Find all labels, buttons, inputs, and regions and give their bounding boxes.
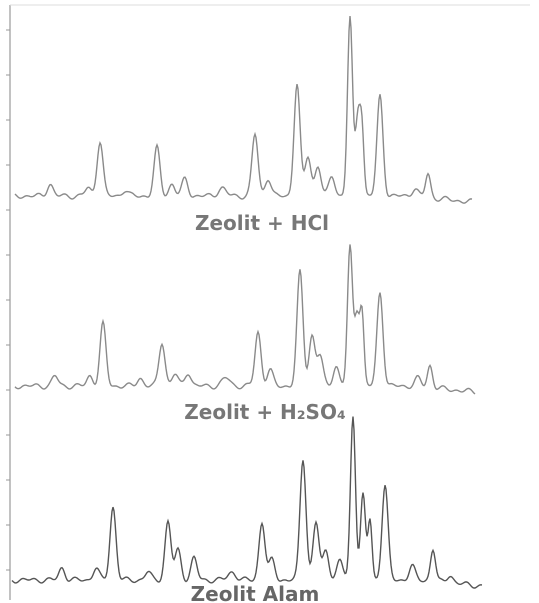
xrd-trace — [11, 416, 483, 589]
pattern-label: Zeolit + H₂SO₄ — [184, 400, 345, 424]
pattern-label: Zeolit + HCl — [195, 211, 329, 235]
xrd-trace — [14, 16, 473, 204]
traces — [6, 16, 483, 589]
xrd-trace — [14, 244, 476, 395]
pattern-label: Zeolit Alam — [191, 582, 320, 603]
